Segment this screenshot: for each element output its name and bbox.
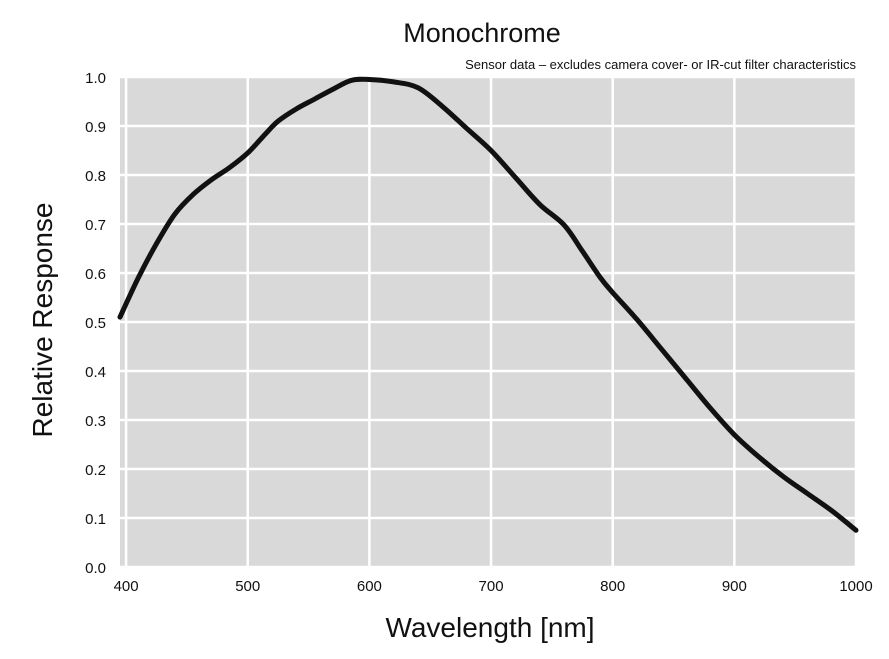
y-tick-label-8: 0.8 [85, 168, 106, 185]
plot-area: 0.0 0.1 0.2 0.3 0.4 0.5 0.6 0.7 0.8 0.9 1.0 400 500 6… [85, 70, 873, 595]
y-tick-label-1: 0.1 [85, 511, 106, 528]
series-line-0 [117, 76, 859, 533]
y-axis-label: Relative Response [27, 202, 58, 437]
chart-subtitle: Sensor data – excludes camera cover- or … [465, 57, 856, 72]
y-tick-label-7: 0.7 [85, 217, 106, 234]
x-tick-label-0: 400 [114, 578, 139, 595]
x-tick-label-4: 800 [600, 578, 625, 595]
x-tick-label-2: 600 [357, 578, 382, 595]
x-tick-label-1: 500 [235, 578, 260, 595]
y-tick-label-3: 0.3 [85, 413, 106, 430]
x-axis-label: Wavelength [nm] [385, 612, 594, 643]
chart-title: Monochrome [403, 18, 561, 48]
y-tick-label-9: 0.9 [85, 119, 106, 136]
y-tick-label-6: 0.6 [85, 266, 106, 283]
y-tick-label-5: 0.5 [85, 315, 106, 332]
y-tick-label-4: 0.4 [85, 364, 106, 381]
x-tick-label-6: 1000 [839, 578, 872, 595]
x-tick-label-3: 700 [479, 578, 504, 595]
y-tick-label-2: 0.2 [85, 462, 106, 479]
y-tick-label-10: 1.0 [85, 70, 106, 87]
y-tick-label-0: 0.0 [85, 560, 106, 577]
x-tick-label-5: 900 [722, 578, 747, 595]
